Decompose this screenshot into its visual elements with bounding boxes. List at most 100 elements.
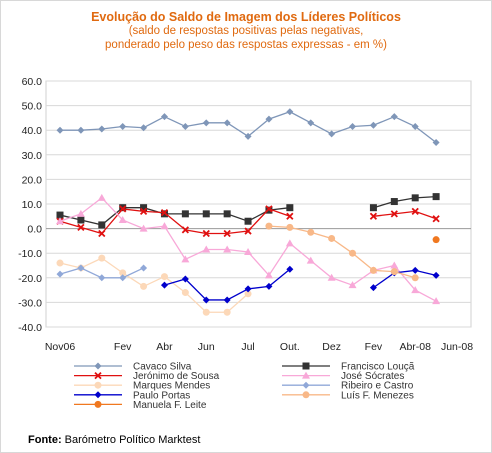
data-point-jeronimo-de-sousa	[432, 215, 440, 223]
data-point-cavaco-silva	[390, 113, 398, 121]
data-point-paulo-portas	[411, 266, 419, 274]
data-point-jose-socrates	[411, 286, 420, 294]
data-point-luis-f-menezes	[307, 228, 315, 236]
x-tick-label: Dez	[322, 341, 341, 353]
data-point-jeronimo-de-sousa	[77, 223, 85, 232]
data-point-marques-mendes	[140, 282, 148, 290]
data-point-cavaco-silva	[328, 130, 336, 138]
data-point-francisco-louca	[244, 217, 252, 225]
series-line-marques-mendes	[59, 257, 249, 313]
data-point-marques-mendes	[181, 289, 189, 297]
data-point-jeronimo-de-sousa	[139, 207, 148, 216]
y-tick-label: 20.0	[22, 174, 43, 186]
chart-title: Evolução do Saldo de Imagem dos Líderes …	[91, 10, 401, 24]
data-point-francisco-louca	[77, 216, 85, 224]
data-point-jose-socrates	[139, 224, 148, 232]
legend-label-jose-socrates: José Sócrates	[341, 371, 404, 382]
data-point-jeronimo-de-sousa	[265, 205, 273, 213]
data-point-marques-mendes	[98, 254, 106, 262]
y-tick-label: 10.0	[22, 199, 43, 211]
data-point-ribeiro-e-castro	[140, 264, 148, 272]
data-point-cavaco-silva	[98, 125, 106, 133]
y-tick-label: 50.0	[22, 101, 43, 113]
source-note: Fonte: Barómetro Político Marktest	[28, 434, 200, 446]
series-line-paulo-portas	[373, 269, 437, 289]
data-point-jeronimo-de-sousa	[181, 226, 190, 234]
data-point-luis-f-menezes	[349, 249, 357, 257]
legend-marker-manuela-f-leite	[94, 400, 102, 408]
chart-subtitle-line-1: (saldo de respostas positivas pelas nega…	[128, 25, 364, 37]
data-point-jose-socrates	[56, 217, 64, 225]
data-point-jose-socrates	[244, 247, 253, 255]
y-tick-label: -40.0	[18, 322, 42, 334]
legend-marker-cavaco-silva	[94, 362, 102, 370]
data-point-cavaco-silva	[119, 123, 127, 131]
legend-marker-francisco-louca	[302, 362, 310, 370]
data-point-jeronimo-de-sousa	[223, 229, 231, 238]
data-point-cavaco-silva	[307, 119, 315, 127]
legend-label-cavaco-silva: Cavaco Silva	[133, 362, 192, 373]
x-tick-label: Jun-08	[441, 341, 473, 353]
data-point-cavaco-silva	[202, 119, 210, 127]
source-text: Barómetro Político Marktest	[64, 434, 201, 446]
data-point-jeronimo-de-sousa	[244, 227, 252, 235]
series-line-jeronimo-de-sousa	[373, 210, 437, 220]
data-point-luis-f-menezes	[369, 266, 377, 274]
data-point-paulo-portas	[202, 296, 210, 304]
y-tick-label: 30.0	[22, 150, 43, 162]
x-tick-label: Abr-08	[399, 341, 431, 353]
data-point-cavaco-silva	[265, 115, 273, 123]
data-point-jose-socrates	[285, 239, 294, 247]
data-point-cavaco-silva	[411, 123, 419, 131]
y-tick-label: 0.0	[27, 224, 42, 236]
y-tick-label: 40.0	[22, 125, 43, 137]
data-point-jose-socrates	[223, 245, 232, 253]
data-point-ribeiro-e-castro	[98, 274, 106, 282]
data-point-jose-socrates	[202, 245, 211, 253]
data-point-francisco-louca	[223, 210, 231, 218]
data-point-paulo-portas	[160, 281, 168, 289]
legend-marker-jose-socrates	[302, 371, 310, 379]
data-point-jose-socrates	[118, 215, 127, 223]
data-point-manuela-f-leite	[432, 236, 440, 244]
legend-marker-luis-f-menezes	[302, 391, 310, 399]
legend-label-paulo-portas: Paulo Portas	[133, 390, 190, 401]
data-point-jose-socrates	[327, 273, 336, 281]
chart-subtitle-line-2: ponderado pelo peso das respostas expres…	[105, 39, 387, 51]
data-point-paulo-portas	[286, 265, 294, 273]
data-point-jeronimo-de-sousa	[160, 208, 169, 217]
x-tick-label: Fev	[114, 341, 132, 353]
data-point-ribeiro-e-castro	[56, 270, 64, 278]
data-point-cavaco-silva	[56, 126, 64, 134]
data-point-francisco-louca	[390, 198, 398, 206]
data-point-ribeiro-e-castro	[77, 264, 85, 272]
x-tick-label: Abr	[156, 341, 173, 353]
data-point-cavaco-silva	[432, 139, 440, 146]
data-point-marques-mendes	[244, 290, 252, 298]
data-point-francisco-louca	[202, 210, 210, 218]
data-point-francisco-louca	[56, 211, 64, 219]
data-point-jose-socrates	[306, 256, 315, 264]
data-point-cavaco-silva	[244, 132, 252, 140]
data-point-francisco-louca	[411, 194, 419, 202]
data-point-marques-mendes	[223, 308, 231, 316]
data-point-ribeiro-e-castro	[119, 274, 127, 282]
data-point-francisco-louca	[140, 204, 148, 212]
legend-marker-paulo-portas	[94, 391, 102, 399]
legend-label-luis-f-menezes: Luís F. Menezes	[341, 390, 414, 401]
data-point-luis-f-menezes	[411, 274, 419, 282]
x-tick-label: Jul	[241, 341, 254, 353]
data-point-jeronimo-de-sousa	[98, 229, 106, 238]
legend-label-manuela-f-leite: Manuela F. Leite	[133, 400, 207, 411]
series-line-francisco-louca	[373, 195, 437, 209]
y-tick-label: -20.0	[18, 273, 42, 285]
data-point-francisco-louca	[286, 204, 294, 212]
data-point-jose-socrates	[432, 297, 441, 305]
data-point-jose-socrates	[97, 193, 106, 201]
x-tick-label: Fev	[365, 341, 383, 353]
data-point-paulo-portas	[369, 284, 377, 292]
data-point-cavaco-silva	[223, 119, 231, 127]
data-point-jeronimo-de-sousa	[390, 210, 398, 218]
data-point-paulo-portas	[244, 285, 252, 293]
data-point-paulo-portas	[265, 282, 273, 290]
